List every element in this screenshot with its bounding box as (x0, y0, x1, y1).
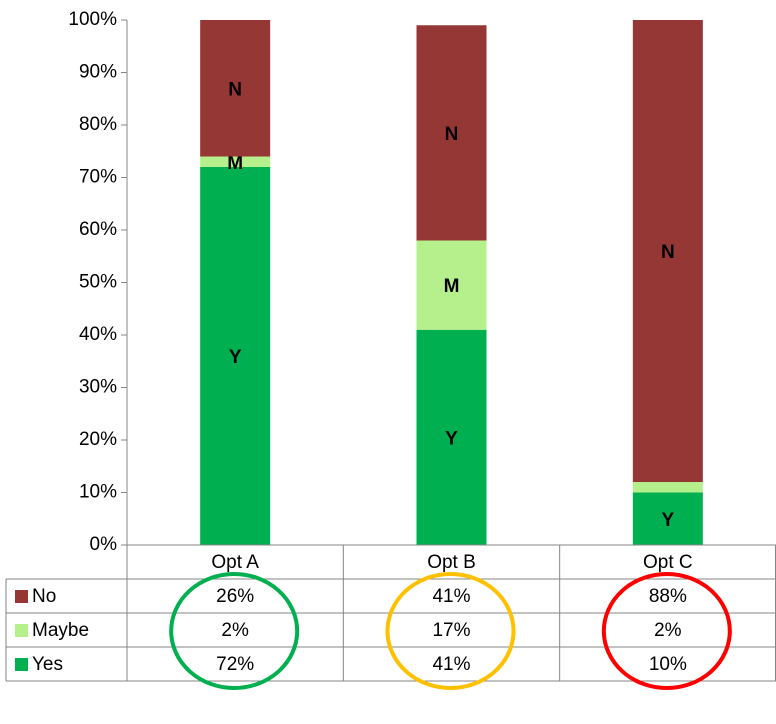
y-tick-label: 40% (79, 324, 117, 345)
segment-label: N (228, 79, 242, 100)
legend-label: Yes (32, 654, 63, 675)
legend-swatch (15, 590, 28, 603)
table-value: 10% (649, 654, 687, 675)
y-tick-label: 60% (79, 219, 117, 240)
highlight-ellipse (169, 572, 300, 690)
bar-segment (632, 20, 703, 482)
table-value: 26% (216, 586, 254, 607)
legend-label: Maybe (32, 620, 89, 641)
y-tick-label: 30% (79, 377, 117, 398)
bar-segment (200, 20, 271, 157)
bar-segment (200, 167, 271, 545)
table-value: 41% (432, 654, 470, 675)
bar-segment (632, 492, 703, 545)
legend-label: No (32, 586, 56, 607)
segment-label: Y (661, 510, 674, 531)
segment-label: M (444, 276, 460, 297)
segment-label: N (445, 124, 459, 145)
segment-label: Y (445, 428, 458, 449)
highlight-ellipse (385, 572, 516, 690)
table-value: 72% (216, 654, 254, 675)
y-tick-label: 80% (79, 114, 117, 135)
y-tick-label: 90% (79, 62, 117, 83)
table-value: 2% (221, 620, 249, 641)
table-value: 17% (432, 620, 470, 641)
bar-segment (200, 156, 271, 167)
x-tick-label: Opt C (643, 552, 693, 573)
bar-segment (416, 329, 487, 545)
y-tick-label: 0% (90, 534, 118, 555)
segment-label: M (227, 153, 243, 174)
segment-label: N (661, 242, 675, 263)
bar-segment (416, 25, 487, 241)
table-value: 2% (654, 620, 682, 641)
bar-segment (632, 482, 703, 493)
table-value: 41% (432, 586, 470, 607)
segment-label: Y (229, 347, 242, 368)
y-tick-label: 20% (79, 429, 117, 450)
legend-swatch (15, 624, 28, 637)
y-tick-label: 10% (79, 482, 117, 503)
x-tick-label: Opt A (211, 552, 259, 573)
y-tick-label: 100% (68, 9, 117, 30)
table-value: 88% (649, 586, 687, 607)
bar-segment (416, 240, 487, 330)
x-tick-label: Opt B (427, 552, 476, 573)
y-tick-label: 70% (79, 167, 117, 188)
highlight-ellipse (601, 572, 732, 690)
legend-swatch (15, 658, 28, 671)
y-tick-label: 50% (79, 272, 117, 293)
